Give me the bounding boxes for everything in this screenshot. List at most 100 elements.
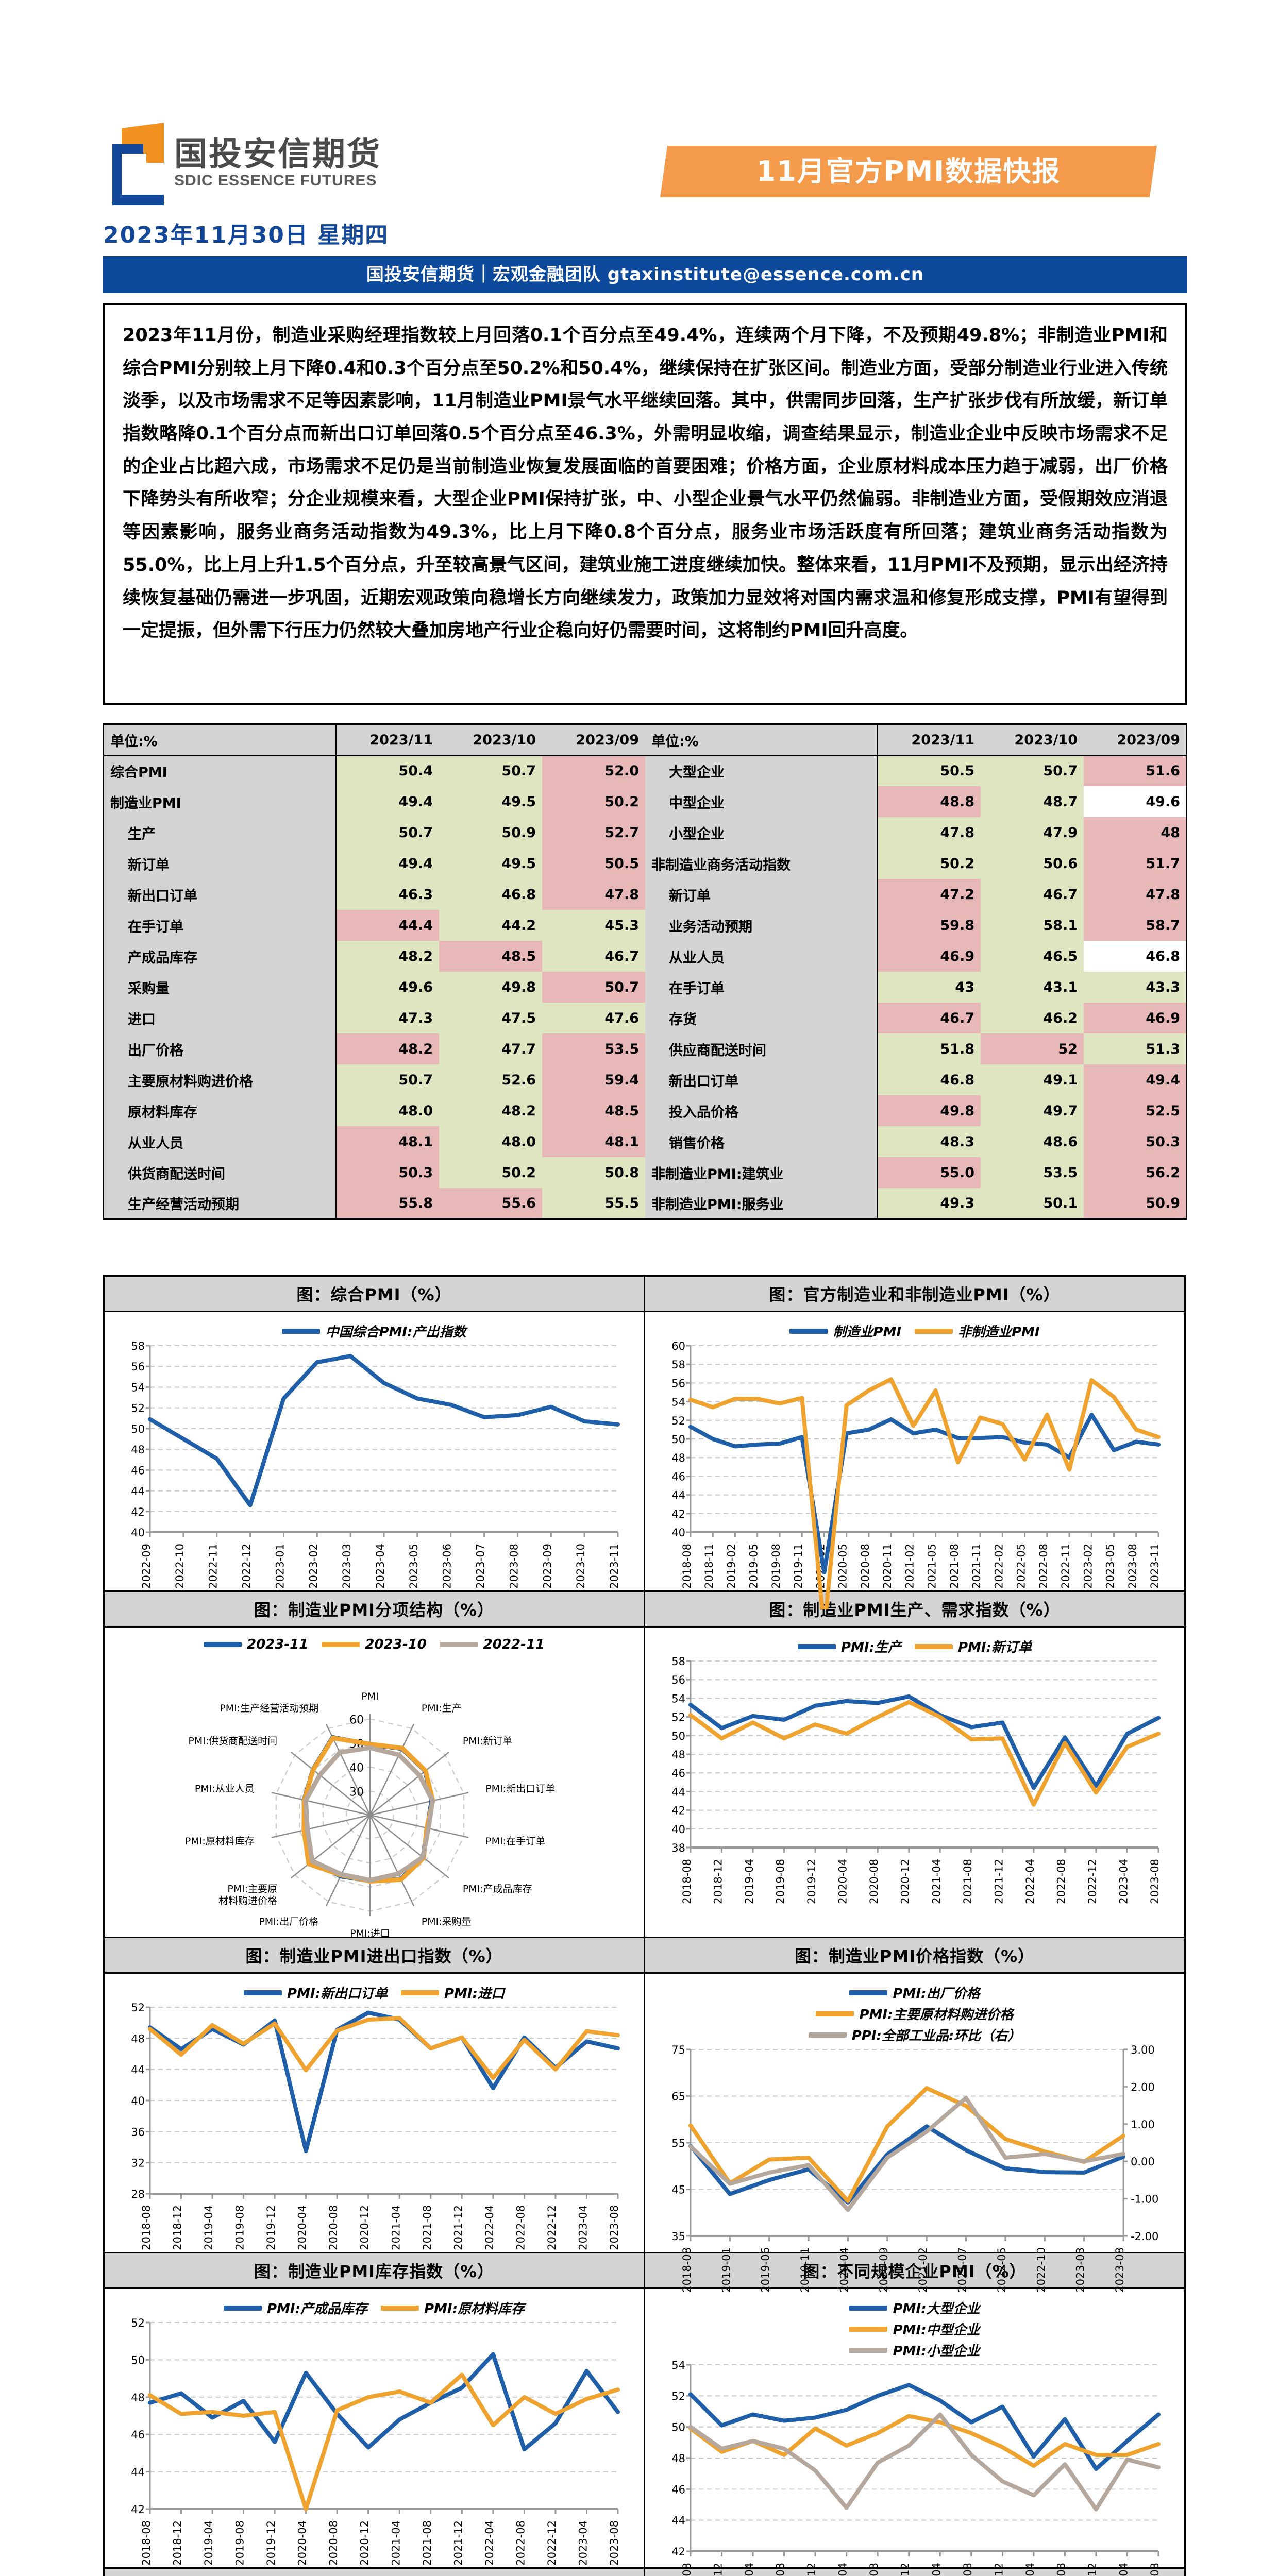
table-cell-value: 58.7 xyxy=(1084,910,1187,941)
svg-text:2018-08: 2018-08 xyxy=(681,2247,693,2293)
table-cell-value: 43 xyxy=(878,972,981,1003)
table-row: 生产经营活动预期 55.8 55.6 55.5 xyxy=(104,1188,645,1220)
table-row-label: 小型企业 xyxy=(645,817,878,848)
svg-text:2020-05: 2020-05 xyxy=(837,1544,849,1589)
table-row-label: 综合PMI xyxy=(104,755,337,786)
table-cell-value: 52 xyxy=(981,1033,1084,1064)
table-row-label: 供货商配送时间 xyxy=(104,1157,337,1188)
table-cell-value: 50.4 xyxy=(336,755,439,786)
table-row: 从业人员 48.1 48.0 48.1 xyxy=(104,1126,645,1157)
chart-title: 图：不同规模企业PMI（%） xyxy=(645,2253,1184,2289)
report-date: 2023年11月30日 星期四 xyxy=(103,222,389,248)
logo-mark-icon xyxy=(102,123,164,205)
table-row: 非制造业PMI:建筑业 55.0 53.5 56.2 xyxy=(645,1157,1187,1188)
table-row: 新订单 49.4 49.5 50.5 xyxy=(104,848,645,879)
svg-text:2020-08: 2020-08 xyxy=(868,1859,880,1904)
contact-band-text: 国投安信期货｜宏观金融团队 gtaxinstitute@essence.com.… xyxy=(366,264,924,285)
svg-text:2018-08: 2018-08 xyxy=(140,2205,153,2250)
svg-text:2021-08: 2021-08 xyxy=(962,1859,974,1904)
legend-item: PMI:新订单 xyxy=(915,1637,1032,1656)
summary-text: 2023年11月份，制造业采购经理指数较上月回落0.1个百分点至49.4%，连续… xyxy=(123,325,1168,641)
chart-canvas: 40 42 44 46 48 50 52 54 56 58 2022-09 2022-10 2022-1… xyxy=(110,1342,638,1609)
svg-text:2021-12: 2021-12 xyxy=(993,1859,1005,1904)
svg-text:0.00: 0.00 xyxy=(1131,2156,1155,2168)
company-logo: 国投安信期货 SDIC ESSENCE FUTURES xyxy=(102,118,391,216)
chart-grid: 图：综合PMI（%） 中国综合PMI:产出指数 40 42 44 46 48 50 52 54 56… xyxy=(103,1275,1187,2576)
svg-text:2019-08: 2019-08 xyxy=(234,2205,246,2250)
svg-text:40: 40 xyxy=(131,2095,145,2107)
table-cell-value: 50.9 xyxy=(439,817,542,848)
chart-canvas: 30 40 50 60 PMI PMI:生产 PMI:新订单 PMI:新出口订单 PMI:在手订… xyxy=(110,1653,638,1962)
chart-cell-mfg-subindex-radar: 图：制造业PMI分项结构（%） 2023-11 2023-10 2022-11 30 40… xyxy=(103,1590,645,1939)
table-row: 新订单 47.2 46.7 47.8 xyxy=(645,879,1187,910)
svg-text:46: 46 xyxy=(671,1470,685,1483)
svg-text:58: 58 xyxy=(671,1657,685,1668)
svg-text:2023-03: 2023-03 xyxy=(1074,2247,1087,2293)
svg-text:2022-04: 2022-04 xyxy=(483,2520,496,2566)
table-cell-value: 49.4 xyxy=(336,786,439,817)
table-cell-value: 47.8 xyxy=(1084,879,1187,910)
table-cell-value: 50.7 xyxy=(542,972,645,1003)
table-cell-value: 47.3 xyxy=(336,1003,439,1033)
table-cell-value: 46.8 xyxy=(439,879,542,910)
table-col-header: 2023/11 xyxy=(878,723,981,756)
table-row: 存货 46.7 46.2 46.9 xyxy=(645,1003,1187,1033)
svg-text:2018-12: 2018-12 xyxy=(712,2563,725,2576)
chart-cell-mfg-price-index: 图：制造业PMI价格指数（%） PMI:出厂价格 PMI:主要原材料购进价格 PPI:… xyxy=(644,1937,1186,2293)
chart-canvas: 35 45 55 65 75 -2.00 -1.00 0.00 1.00 2.00 3.00 2018… xyxy=(650,2045,1179,2313)
svg-text:2022-05: 2022-05 xyxy=(1015,1544,1028,1589)
svg-text:2019-12: 2019-12 xyxy=(265,2520,277,2566)
svg-text:45: 45 xyxy=(671,2184,685,2196)
svg-text:48: 48 xyxy=(131,2392,145,2404)
svg-text:42: 42 xyxy=(671,2546,685,2558)
table-cell-value: 47.2 xyxy=(878,879,981,910)
legend-item: PMI:中型企业 xyxy=(849,2319,980,2338)
svg-text:-2.00: -2.00 xyxy=(1131,2230,1158,2243)
table-row: 新出口订单 46.8 49.1 49.4 xyxy=(645,1064,1187,1095)
table-cell-value: 46.7 xyxy=(878,1003,981,1033)
chart-cell-composite-pmi: 图：综合PMI（%） 中国综合PMI:产出指数 40 42 44 46 48 50 52 54 56… xyxy=(103,1275,645,1592)
table-row: 中型企业 48.8 48.7 49.6 xyxy=(645,786,1187,817)
svg-text:48: 48 xyxy=(131,1444,145,1456)
svg-text:2021-08: 2021-08 xyxy=(948,1544,961,1589)
chart-plot: PMI:生产 PMI:新订单 38 40 42 44 46 48 50 52 54 56 58 2018-… xyxy=(645,1628,1184,1906)
svg-text:75: 75 xyxy=(671,2045,685,2056)
table-cell-value: 47.8 xyxy=(542,879,645,910)
svg-text:2021-12: 2021-12 xyxy=(452,2205,464,2250)
table-cell-value: 46.5 xyxy=(981,941,1084,972)
svg-text:40: 40 xyxy=(131,1527,145,1539)
svg-text:2021-08: 2021-08 xyxy=(962,2563,974,2576)
table-row: 在手订单 43 43.1 43.3 xyxy=(645,972,1187,1003)
svg-text:48: 48 xyxy=(671,2452,685,2465)
svg-text:2020-12: 2020-12 xyxy=(359,2520,371,2566)
table-row-label: 非制造业商务活动指数 xyxy=(645,848,878,879)
legend-label: 2023-11 xyxy=(246,1637,309,1652)
svg-text:2022-08: 2022-08 xyxy=(1055,2563,1067,2576)
chart-legend: 中国综合PMI:产出指数 xyxy=(110,1316,638,1342)
svg-text:PMI:从业人员: PMI:从业人员 xyxy=(195,1783,255,1794)
svg-text:50: 50 xyxy=(671,2421,685,2434)
svg-text:2018-12: 2018-12 xyxy=(172,2205,184,2250)
svg-text:PMI:生产经营活动预期: PMI:生产经营活动预期 xyxy=(220,1703,318,1714)
table-cell-value: 53.5 xyxy=(542,1033,645,1064)
table-row: 新出口订单 46.3 46.8 47.8 xyxy=(104,879,645,910)
table-row: 供货商配送时间 50.3 50.2 50.8 xyxy=(104,1157,645,1188)
legend-swatch-icon xyxy=(849,2347,888,2353)
svg-text:2019-04: 2019-04 xyxy=(203,2520,215,2566)
svg-text:1.00: 1.00 xyxy=(1131,2119,1155,2131)
chart-legend: PMI:出厂价格 PMI:主要原材料购进价格 PPI:全部工业品:环比（右） xyxy=(650,1978,1179,2045)
svg-text:2022-10: 2022-10 xyxy=(1035,2247,1047,2293)
table-row: 综合PMI 50.4 50.7 52.0 xyxy=(104,755,645,786)
legend-swatch-icon xyxy=(808,2032,847,2038)
table-cell-value: 48.1 xyxy=(542,1126,645,1157)
svg-text:2018-08: 2018-08 xyxy=(681,1544,693,1589)
svg-text:2019-05: 2019-05 xyxy=(748,1544,760,1589)
chart-legend: PMI:大型企业 PMI:中型企业 PMI:小型企业 xyxy=(650,2293,1179,2361)
svg-text:32: 32 xyxy=(131,2157,145,2170)
logo-text-en: SDIC ESSENCE FUTURES xyxy=(174,172,377,189)
table-row: 供应商配送时间 51.8 52 51.3 xyxy=(645,1033,1187,1064)
svg-text:2019-12: 2019-12 xyxy=(805,1859,818,1904)
table-cell-value: 46.9 xyxy=(1084,1003,1187,1033)
chart-cell-nonmfg-activity-branch: 图：非制造业商务活动指数及分支行业（%）非制造业PMI:商务活动非制造业PMI:… xyxy=(103,2567,645,2576)
svg-text:2021-02: 2021-02 xyxy=(903,1544,916,1589)
